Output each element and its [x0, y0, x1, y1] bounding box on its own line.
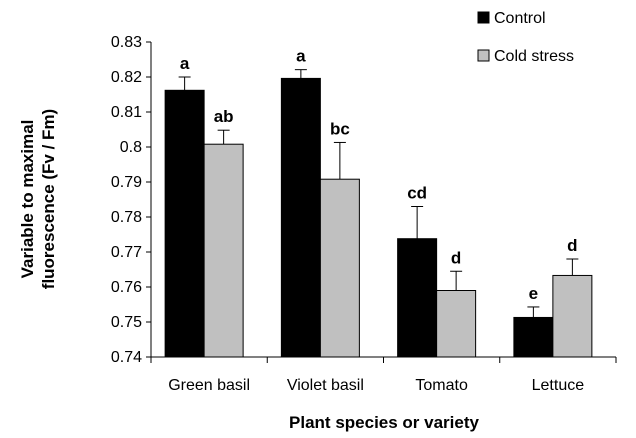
x-axis: Green basil Violet basil Tomato Lettuce — [150, 356, 617, 394]
legend-swatch-control — [477, 11, 490, 24]
y-tick-label: 0.78 — [111, 209, 142, 226]
legend-label-cold-stress: Cold stress — [494, 48, 574, 65]
bar-cold-stress — [203, 143, 244, 358]
y-tick-label: 0.77 — [111, 244, 142, 261]
significance-label: a — [180, 54, 190, 73]
significance-label: e — [529, 284, 538, 303]
bar-control — [280, 77, 321, 358]
y-tick-label: 0.81 — [111, 104, 142, 121]
x-tick-label: Violet basil — [287, 377, 364, 394]
bar-control — [164, 89, 205, 358]
bar-control — [397, 238, 438, 358]
significance-label: d — [567, 236, 577, 255]
y-axis-title-line-1: Variable to maximal — [18, 120, 37, 279]
significance-label: ab — [214, 107, 234, 126]
significance-label: bc — [330, 119, 350, 138]
y-tick-label: 0.8 — [120, 139, 142, 156]
significance-label: a — [296, 47, 306, 66]
y-tick-label: 0.82 — [111, 69, 142, 86]
bar-cold-stress — [319, 178, 360, 358]
x-tick-label: Green basil — [168, 377, 250, 394]
y-tick-label: 0.83 — [111, 34, 142, 51]
x-tick-label: Lettuce — [532, 377, 585, 394]
x-tick-label: Tomato — [415, 377, 468, 394]
legend-swatch-cold-stress — [477, 49, 490, 62]
y-tick-label: 0.75 — [111, 314, 142, 331]
bars-group: a ab a bc cd d e d — [164, 47, 593, 358]
y-axis: 0.74 0.75 0.76 0.77 0.78 0.79 0.8 0.81 0.82 0.83 — [111, 34, 152, 366]
y-tick-label: 0.74 — [111, 349, 142, 366]
bar-cold-stress — [436, 290, 477, 358]
bar-cold-stress — [552, 274, 593, 358]
significance-label: d — [451, 248, 461, 267]
x-axis-title: Plant species or variety — [289, 413, 479, 432]
y-tick-label: 0.79 — [111, 174, 142, 191]
significance-label: cd — [407, 184, 427, 203]
legend-label-control: Control — [494, 10, 546, 27]
y-axis-title-line-2: fluorescence (Fv / Fm) — [39, 109, 58, 289]
bar-control — [513, 316, 554, 358]
y-tick-label: 0.76 — [111, 279, 142, 296]
legend: Control Cold stress — [477, 10, 574, 65]
